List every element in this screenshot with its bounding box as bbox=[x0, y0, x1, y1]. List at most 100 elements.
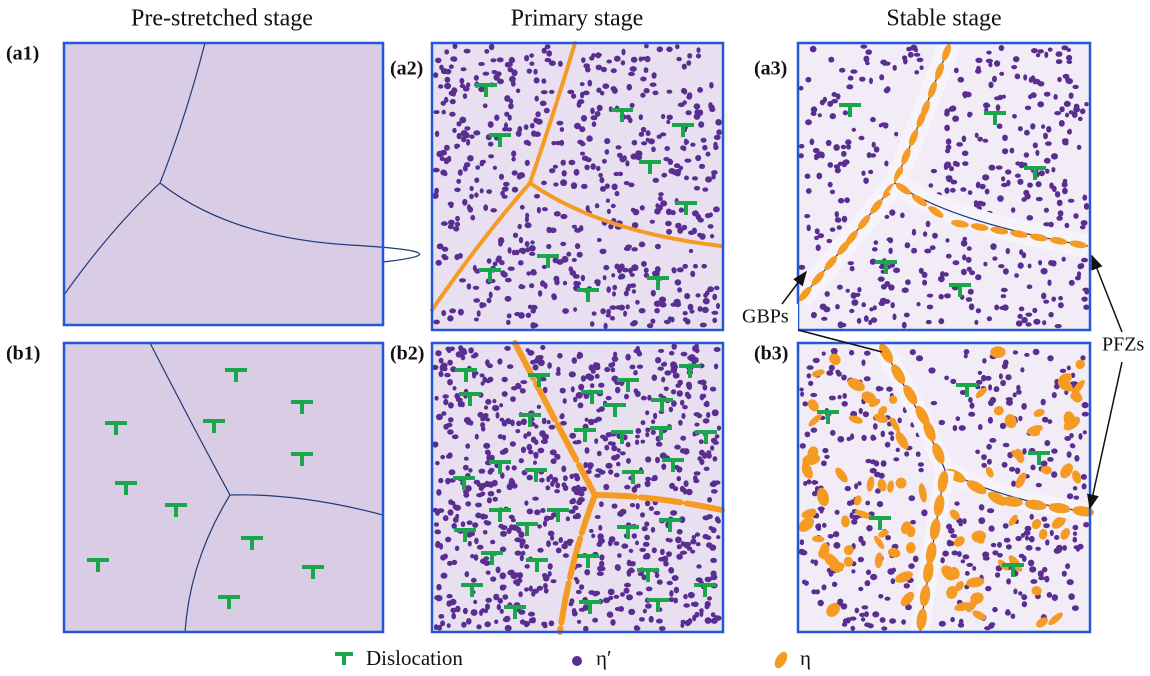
eta-prime-particle bbox=[500, 572, 507, 579]
eta-prime-particle bbox=[870, 574, 877, 580]
eta-prime-particle bbox=[978, 517, 985, 524]
eta-prime-particle bbox=[978, 371, 982, 375]
eta-prime-particle bbox=[583, 63, 590, 68]
eta-prime-particle bbox=[559, 537, 564, 543]
eta-prime-particle bbox=[439, 358, 444, 364]
annotation: GBPs bbox=[742, 306, 789, 328]
eta-prime-particle bbox=[1019, 307, 1025, 312]
eta-prime-particle bbox=[679, 207, 684, 212]
eta-prime-particle bbox=[798, 265, 805, 270]
eta-prime-particle bbox=[650, 83, 657, 87]
eta-prime-particle bbox=[711, 311, 718, 315]
eta-prime-particle bbox=[811, 428, 818, 433]
eta-prime-particle bbox=[1000, 380, 1006, 386]
eta-prime-particle bbox=[704, 401, 709, 408]
eta-prime-particle bbox=[863, 411, 869, 417]
eta-prime-particle bbox=[687, 53, 692, 58]
eta-prime-particle bbox=[608, 363, 614, 368]
eta-prime-particle bbox=[590, 383, 595, 388]
eta-prime-particle bbox=[1042, 320, 1046, 325]
eta-prime-particle bbox=[660, 549, 665, 555]
eta-prime-particle bbox=[1081, 474, 1087, 480]
eta-prime-particle bbox=[1028, 94, 1032, 99]
eta-prime-particle bbox=[499, 174, 504, 180]
eta-prime-particle bbox=[982, 174, 989, 180]
eta-prime-particle bbox=[657, 579, 663, 584]
eta-prime-particle bbox=[822, 523, 827, 528]
eta-prime-particle bbox=[1014, 273, 1019, 278]
eta-prime-particle bbox=[574, 169, 580, 176]
eta-prime-particle bbox=[1038, 81, 1045, 86]
eta-prime-particle bbox=[622, 268, 629, 273]
dislocation bbox=[626, 380, 630, 392]
eta-prime-particle bbox=[595, 374, 600, 379]
eta-prime-particle bbox=[835, 211, 839, 217]
eta-prime-particle bbox=[1060, 369, 1066, 373]
eta-prime-particle bbox=[1044, 92, 1051, 97]
eta-prime-particle bbox=[465, 443, 470, 448]
eta-prime-particle bbox=[509, 76, 516, 83]
eta-prime-particle bbox=[624, 394, 629, 400]
eta-prime-particle bbox=[811, 312, 817, 318]
eta-prime-particle bbox=[639, 114, 643, 120]
eta-prime-particle bbox=[715, 119, 722, 126]
eta-prime-particle bbox=[455, 546, 459, 551]
eta-prime-particle bbox=[455, 222, 460, 227]
eta-prime-particle bbox=[596, 166, 601, 171]
eta-prime-particle bbox=[642, 57, 647, 61]
eta-prime-particle bbox=[1016, 320, 1023, 326]
eta-prime-particle bbox=[443, 424, 449, 430]
eta-prime-particle bbox=[684, 480, 689, 487]
eta-prime-particle bbox=[648, 138, 655, 144]
eta-prime-particle bbox=[911, 248, 917, 254]
eta-prime-particle bbox=[680, 551, 687, 555]
eta-prime-particle bbox=[683, 594, 688, 599]
eta-prime-particle bbox=[527, 475, 533, 481]
eta-prime-particle bbox=[891, 302, 895, 308]
eta-prime-particle bbox=[652, 475, 658, 481]
eta-prime-particle bbox=[554, 489, 560, 493]
eta-prime-particle bbox=[950, 534, 957, 538]
eta-prime-particle bbox=[1024, 353, 1029, 357]
dislocation bbox=[826, 412, 830, 424]
eta-prime-particle bbox=[545, 58, 552, 62]
eta-prime-particle bbox=[1051, 167, 1055, 172]
eta-prime-particle bbox=[527, 444, 533, 451]
dislocation bbox=[660, 400, 664, 412]
eta-prime-particle bbox=[581, 375, 586, 381]
eta-prime-particle bbox=[1072, 605, 1079, 611]
eta-prime-particle bbox=[1073, 213, 1078, 219]
eta-prime-particle bbox=[560, 413, 564, 417]
eta-prime-particle bbox=[711, 438, 717, 444]
eta-prime-particle bbox=[639, 617, 645, 622]
eta-prime-particle bbox=[673, 598, 678, 604]
eta-prime-particle bbox=[922, 280, 927, 286]
eta-prime-particle bbox=[1025, 106, 1031, 111]
dislocation bbox=[586, 290, 590, 302]
eta-prime-particle bbox=[600, 435, 606, 439]
eta-prime-particle bbox=[932, 233, 938, 239]
eta-prime-particle bbox=[664, 387, 669, 392]
eta-prime-particle bbox=[884, 161, 888, 167]
eta-prime-particle bbox=[995, 572, 1000, 578]
dislocation bbox=[878, 518, 882, 530]
eta-prime-particle bbox=[516, 578, 522, 583]
eta-prime-particle bbox=[1021, 594, 1027, 600]
dislocation bbox=[965, 385, 969, 397]
eta-prime-particle bbox=[504, 95, 510, 102]
eta-prime-particle bbox=[846, 617, 851, 623]
eta-prime-particle bbox=[1009, 467, 1015, 472]
eta-prime-particle bbox=[502, 594, 508, 600]
eta-prime-particle bbox=[474, 538, 479, 545]
eta-prime-particle bbox=[1068, 199, 1075, 203]
eta-prime-particle bbox=[805, 119, 812, 125]
eta-prime-particle bbox=[443, 399, 448, 405]
eta-prime-particle bbox=[864, 315, 869, 322]
dislocation bbox=[484, 85, 488, 97]
eta-prime-particle bbox=[563, 553, 569, 558]
eta-prime-particle bbox=[857, 287, 861, 292]
eta-prime-particle bbox=[709, 107, 715, 112]
eta-prime-particle bbox=[967, 112, 971, 118]
eta-prime-particle bbox=[515, 429, 520, 433]
eta-prime-particle bbox=[920, 65, 924, 70]
